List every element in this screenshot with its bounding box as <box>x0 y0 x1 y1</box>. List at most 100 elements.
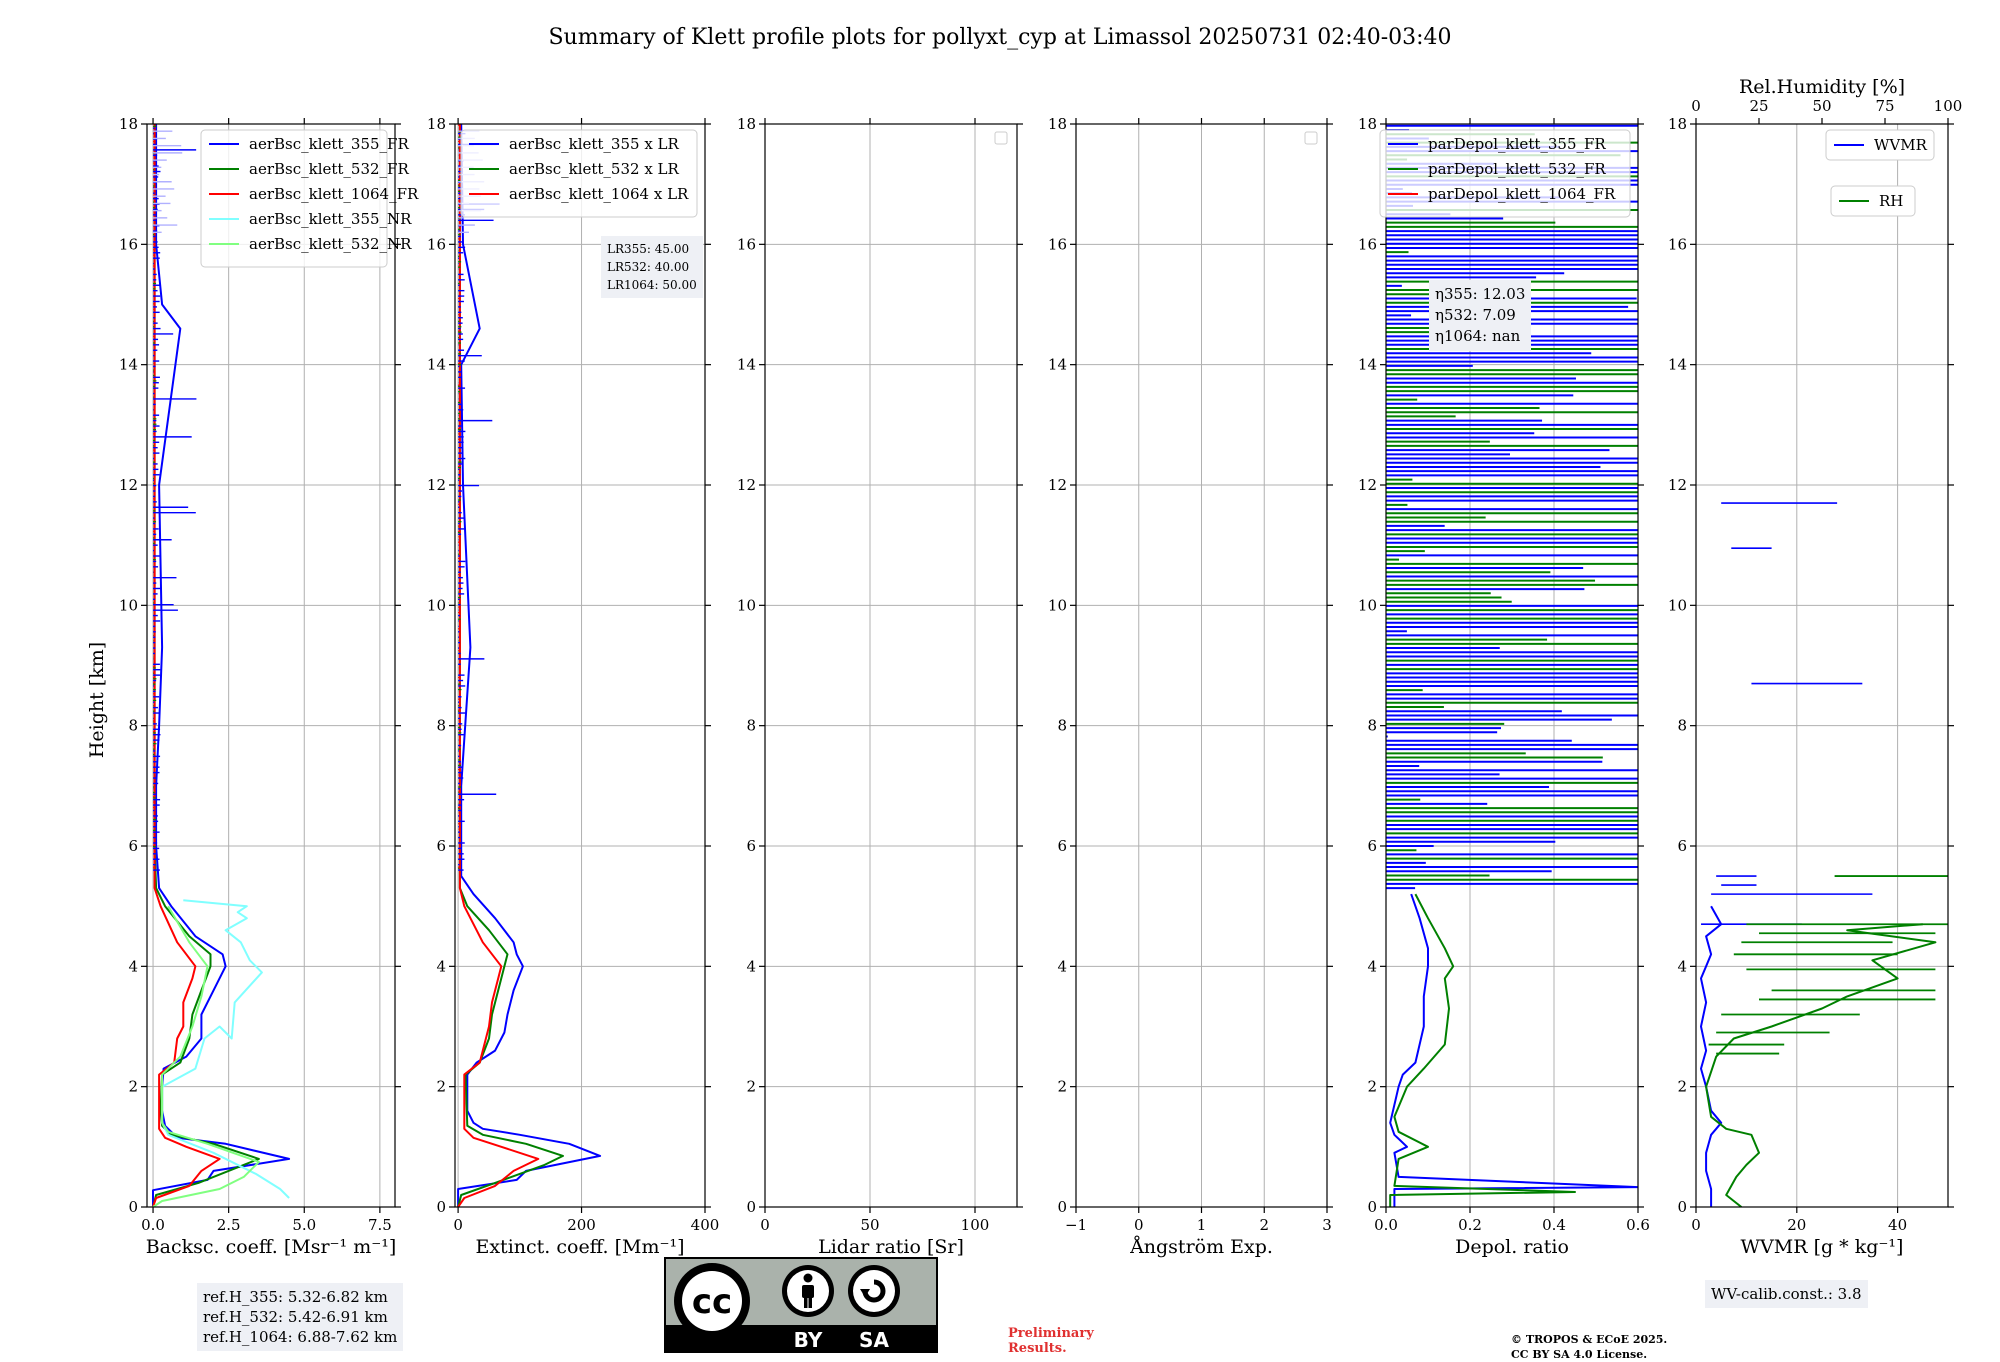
series-group <box>457 124 602 1207</box>
series-line-aerbsc_klett_1064_fr <box>152 124 221 1207</box>
y-tick-label: 12 <box>737 476 756 494</box>
series-line-pardepol_klett_355_fr <box>1389 893 1638 1207</box>
x-axis-label: Ångström Exp. <box>1129 1236 1273 1258</box>
y-tick-label: 18 <box>427 115 446 133</box>
x-tick-label: 100 <box>961 1216 990 1234</box>
series-group <box>1700 502 1948 1207</box>
ref-h-355: ref.H_355: 5.32-6.82 km <box>203 1288 388 1306</box>
y-tick-label: 6 <box>1677 837 1687 855</box>
y-tick-label: 0 <box>1677 1198 1687 1216</box>
badge-by-label: BY <box>794 1328 823 1352</box>
panel-depol: 0 2 4 6 8 10 12 14 16 18 0.0 0.2 0.4 0.6 Depol. ratio p… <box>1358 115 1650 1258</box>
y-tick-label: 6 <box>1057 837 1067 855</box>
panel-extinction: 0 2 4 6 8 10 12 14 16 18 0 200 400 Extinct. coeff. [M… <box>427 115 719 1258</box>
series-line-wvmr <box>1700 905 1723 1207</box>
y-tick-label: 8 <box>1367 717 1377 735</box>
legend-entry: parDepol_klett_1064_FR <box>1428 185 1616 203</box>
x-tick-label: 0 <box>453 1216 463 1234</box>
eta-532: η532: 7.09 <box>1435 306 1516 324</box>
x-tick-label: 200 <box>567 1216 596 1234</box>
legend-entry: aerBsc_klett_355_FR <box>249 135 409 153</box>
panel-lidar-ratio: 0 2 4 6 8 10 12 14 16 18 0 50 100 Lidar ratio [Sr] <box>737 115 1023 1258</box>
x-tick-label: 7.5 <box>368 1216 392 1234</box>
y-tick-label: 14 <box>1358 356 1377 374</box>
y-tick-label: 0 <box>128 1198 138 1216</box>
legend-depol: parDepol_klett_355_FR parDepol_klett_532_… <box>1379 129 1631 218</box>
y-tick-label: 14 <box>737 356 756 374</box>
eta-1064: η1064: nan <box>1435 327 1521 345</box>
y-tick-label: 4 <box>1057 957 1067 975</box>
y-tick-label: 18 <box>1048 115 1067 133</box>
x-tick-label: 0 <box>760 1216 770 1234</box>
legend-entry: aerBsc_klett_532_FR <box>249 160 409 178</box>
copyright-line-2: CC BY SA 4.0 License. <box>1511 1348 1648 1361</box>
top-x-tick-label: 75 <box>1875 97 1894 115</box>
preliminary-line-1: Preliminary <box>1008 1326 1094 1341</box>
x-tick-label: 400 <box>691 1216 720 1234</box>
y-tick-label: 12 <box>119 476 138 494</box>
empty-legend <box>994 131 1008 145</box>
y-tick-label: 16 <box>427 235 446 253</box>
y-tick-label: 16 <box>1668 235 1687 253</box>
x-tick-label: 1 <box>1197 1216 1207 1234</box>
legend-entry: aerBsc_klett_1064 x LR <box>509 185 689 203</box>
series-line-aerbsc_klett_355 x lr <box>457 124 602 1207</box>
axes-frame <box>764 123 1018 1208</box>
ref-h-532: ref.H_532: 5.42-6.91 km <box>203 1308 388 1326</box>
y-tick-label: 10 <box>1668 596 1687 614</box>
axes-frame <box>1385 123 1639 1208</box>
lidar-ratio-box: LR355: 45.00 LR532: 40.00 LR1064: 50.00 <box>601 236 703 298</box>
reference-height-box: ref.H_355: 5.32-6.82 km ref.H_532: 5.42-… <box>197 1283 404 1351</box>
y-tick-label: 12 <box>1048 476 1067 494</box>
y-tick-label: 16 <box>119 235 138 253</box>
legend-box <box>1830 185 1916 217</box>
y-tick-label: 12 <box>1668 476 1687 494</box>
series-line-aerbsc_klett_1064 x lr <box>457 124 540 1207</box>
wv-calib-text: WV-calib.const.: 3.8 <box>1711 1285 1862 1303</box>
top-x-tick-label: 50 <box>1812 97 1831 115</box>
x-tick-label: 0 <box>1134 1216 1144 1234</box>
y-tick-label: 14 <box>1048 356 1067 374</box>
y-tick-label: 10 <box>427 596 446 614</box>
x-axis-label: Lidar ratio [Sr] <box>818 1236 964 1258</box>
y-tick-label: 14 <box>1668 356 1687 374</box>
legend-box <box>1825 129 1935 161</box>
wv-calib-box: WV-calib.const.: 3.8 <box>1705 1280 1868 1308</box>
y-tick-label: 2 <box>1367 1078 1377 1096</box>
legend-entry: WVMR <box>1874 136 1928 154</box>
legend-box <box>1379 129 1631 218</box>
lr-1064: LR1064: 50.00 <box>607 278 697 292</box>
legend-entry: aerBsc_klett_355 x LR <box>509 135 680 153</box>
legend-extinction: aerBsc_klett_355 x LR aerBsc_klett_532 x … <box>460 129 698 218</box>
y-tick-label: 8 <box>436 717 446 735</box>
y-tick-label: 12 <box>1358 476 1377 494</box>
y-tick-label: 14 <box>427 356 446 374</box>
eta-355: η355: 12.03 <box>1435 285 1526 303</box>
y-tick-label: 10 <box>737 596 756 614</box>
y-tick-label: 4 <box>128 957 138 975</box>
legend-box <box>200 129 388 268</box>
legend-wvmr: WVMR <box>1825 129 1935 161</box>
copyright-note: © TROPOS & ECoE 2025. CC BY SA 4.0 Licen… <box>1511 1332 1667 1362</box>
series-line-aerbsc_klett_355_nr <box>161 899 290 1199</box>
y-tick-label: 16 <box>737 235 756 253</box>
y-tick-label: 10 <box>119 596 138 614</box>
badge-sa-label: SA <box>859 1328 889 1352</box>
top-axis-label: Rel.Humidity [%] <box>1739 76 1905 98</box>
y-tick-label: 18 <box>1668 115 1687 133</box>
copyright-line-1: © TROPOS & ECoE 2025. <box>1511 1333 1668 1346</box>
y-tick-label: 8 <box>1677 717 1687 735</box>
series-line-aerbsc_klett_532 x lr <box>457 124 564 1207</box>
legend-entry: parDepol_klett_355_FR <box>1428 135 1606 153</box>
top-x-tick-label: 0 <box>1691 97 1701 115</box>
axes-frame <box>454 123 706 1208</box>
svg-text:cc: cc <box>692 1282 732 1322</box>
y-tick-label: 8 <box>128 717 138 735</box>
y-tick-label: 6 <box>436 837 446 855</box>
x-tick-label: 5.0 <box>292 1216 316 1234</box>
series-line-aerbsc_klett_532_fr <box>152 124 260 1207</box>
x-tick-label: 0.0 <box>141 1216 165 1234</box>
y-tick-label: 14 <box>119 356 138 374</box>
